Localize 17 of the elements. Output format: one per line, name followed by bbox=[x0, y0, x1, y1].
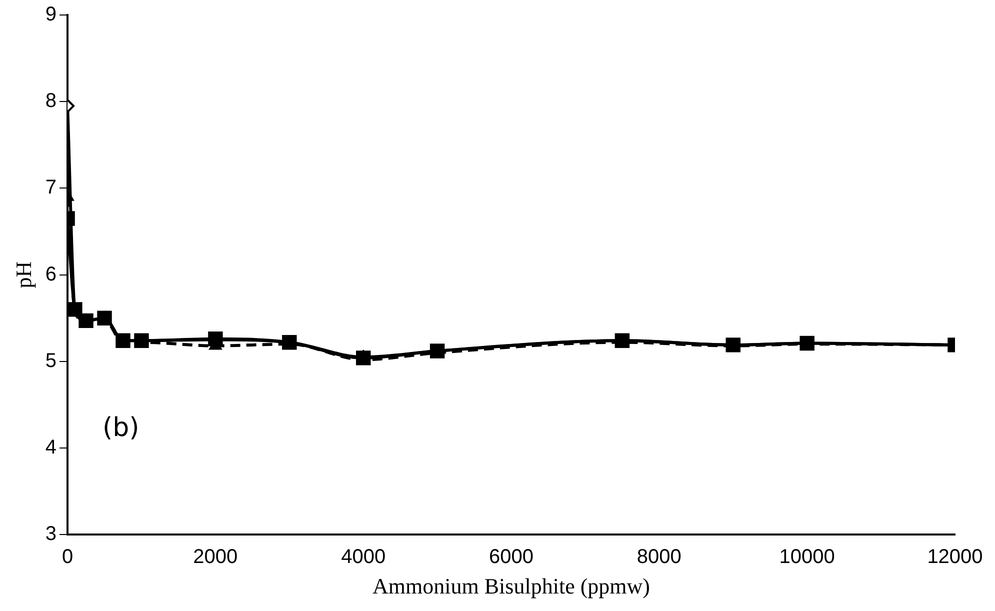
y-tick-label: 8 bbox=[45, 90, 57, 112]
y-tick-label: 6 bbox=[45, 263, 57, 286]
y-tick-label: 7 bbox=[45, 176, 57, 199]
x-tick-label: 12000 bbox=[927, 546, 983, 568]
x-tick-label: 8000 bbox=[636, 546, 682, 568]
y-axis-title: pH bbox=[10, 261, 36, 288]
y-tick-label: 3 bbox=[45, 523, 57, 546]
x-axis-title: Ammonium Bisulphite (ppmw) bbox=[372, 574, 650, 599]
y-tick-label: 5 bbox=[45, 350, 57, 372]
x-tick-label: 4000 bbox=[341, 546, 386, 568]
x-tick-label: 6000 bbox=[489, 546, 534, 568]
y-tick-label: 9 bbox=[45, 4, 57, 26]
x-tick-label: 0 bbox=[62, 546, 74, 568]
annotation: (b) bbox=[102, 412, 140, 443]
y-tick-label: 4 bbox=[45, 436, 57, 459]
x-tick-label: 2000 bbox=[193, 546, 238, 568]
x-tick-label: 10000 bbox=[779, 546, 835, 568]
